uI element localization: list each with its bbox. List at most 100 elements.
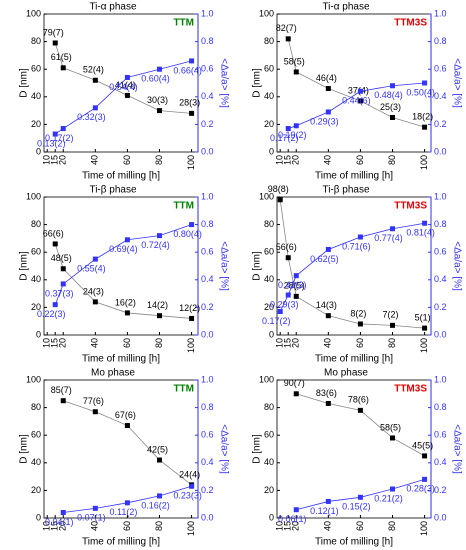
x-tick-label: 80 (387, 521, 397, 531)
y2-tick-label: 0.0 (201, 146, 214, 156)
data-label: 0.55(4) (77, 263, 106, 273)
data-label: 0.07(1) (77, 513, 106, 523)
data-label: 0.77(4) (374, 233, 403, 243)
y-tick-label: 20 (264, 119, 274, 129)
y-tick-label: 80 (31, 402, 41, 412)
data-point (390, 115, 395, 120)
data-point (357, 321, 363, 327)
data-point (92, 105, 98, 111)
data-label: 85(7) (51, 385, 72, 395)
data-point (277, 309, 283, 315)
y2-axis-title: <Δa/a> [%] (218, 424, 229, 474)
y-tick-label: 80 (31, 219, 41, 229)
data-label: 24(3) (83, 286, 104, 296)
data-point (293, 123, 299, 129)
data-label: 98(8) (268, 184, 289, 194)
x-tick-label: 10 (275, 521, 285, 531)
x-tick-label: 15 (50, 521, 60, 531)
data-point (157, 313, 162, 319)
y2-tick-label: 0.8 (434, 36, 447, 46)
x-tick-label: 20 (58, 155, 68, 165)
y2-tick-label: 0.4 (201, 457, 214, 467)
data-label: 58(5) (380, 422, 401, 432)
data-label: 0.29(3) (270, 299, 299, 309)
x-tick-label: 40 (90, 155, 100, 165)
y2-tick-label: 1.0 (201, 374, 214, 384)
data-point (285, 126, 291, 132)
data-label: 0.23(3) (173, 491, 202, 501)
x-tick-label: 100 (186, 155, 196, 170)
x-tick-label: 80 (387, 155, 397, 165)
x-tick-label: 100 (419, 338, 429, 353)
y2-tick-label: 0.4 (434, 274, 447, 284)
data-label: 46(4) (316, 73, 337, 83)
data-label: 0.17(2) (45, 133, 74, 143)
data-label: 79(7) (43, 27, 64, 37)
data-label: 8(2) (350, 308, 366, 318)
panel-tag: TTM (173, 18, 194, 29)
data-label: 25(3) (380, 102, 401, 112)
y-tick-label: 0 (269, 329, 274, 339)
x-tick-label: 10 (42, 155, 52, 165)
data-label: 30(3) (147, 95, 168, 105)
x-tick-label: 10 (275, 338, 285, 348)
x-tick-label: 40 (90, 521, 100, 531)
x-tick-label: 80 (154, 155, 164, 165)
x-tick-label: 40 (323, 338, 333, 348)
data-point (60, 65, 66, 71)
y-tick-label: 40 (31, 91, 41, 101)
data-label: 78(6) (348, 395, 369, 405)
data-label: 0.66(4) (173, 65, 202, 75)
x-tick-label: 100 (419, 155, 429, 170)
data-point (52, 241, 58, 247)
data-label: 0.69(4) (109, 244, 138, 254)
y-tick-label: 0 (269, 512, 274, 522)
y2-axis-title: <Δa/a> [%] (451, 58, 462, 108)
data-point (325, 246, 331, 252)
data-point (60, 126, 66, 132)
data-label: 16(2) (115, 297, 136, 307)
data-label: 5(1) (415, 312, 431, 322)
y-tick-label: 0 (269, 146, 274, 156)
y2-tick-label: 0.0 (434, 512, 447, 522)
data-label: 41(4) (115, 80, 136, 90)
data-point (52, 302, 58, 308)
data-point (357, 234, 363, 240)
y-tick-label: 100 (26, 8, 41, 18)
panel-tag: TTM3S (394, 201, 427, 212)
y-tick-label: 40 (264, 274, 274, 284)
data-label: 0.62(5) (310, 254, 339, 264)
data-point (357, 407, 363, 413)
data-point (157, 66, 162, 72)
data-point (325, 86, 331, 92)
panel-title: Mo phase (91, 368, 135, 379)
x-tick-label: 10 (42, 521, 52, 531)
data-point (285, 36, 291, 42)
y2-tick-label: 1.0 (201, 8, 214, 18)
data-point (422, 220, 428, 226)
y-tick-label: 100 (259, 8, 274, 18)
x-axis-title: Time of milling [h] (82, 354, 160, 365)
data-point (293, 69, 299, 75)
data-label: 77(6) (83, 396, 104, 406)
data-label: 0.04(1) (45, 517, 74, 527)
data-label: 0.50(4) (406, 87, 435, 97)
data-point (60, 266, 66, 272)
data-label: 0.19(2) (278, 130, 307, 140)
y2-tick-label: 0.4 (201, 91, 214, 101)
x-tick-label: 80 (154, 338, 164, 348)
x-tick-label: 20 (58, 338, 68, 348)
panel-tag: TTM (173, 201, 194, 212)
data-point (285, 255, 291, 261)
y-axis-title: D [nm] (252, 434, 263, 464)
y-tick-label: 100 (26, 374, 41, 384)
data-label: 52(4) (83, 65, 104, 75)
y2-tick-label: 1.0 (434, 374, 447, 384)
data-label: 0.16(2) (141, 500, 170, 510)
data-point (285, 292, 291, 298)
